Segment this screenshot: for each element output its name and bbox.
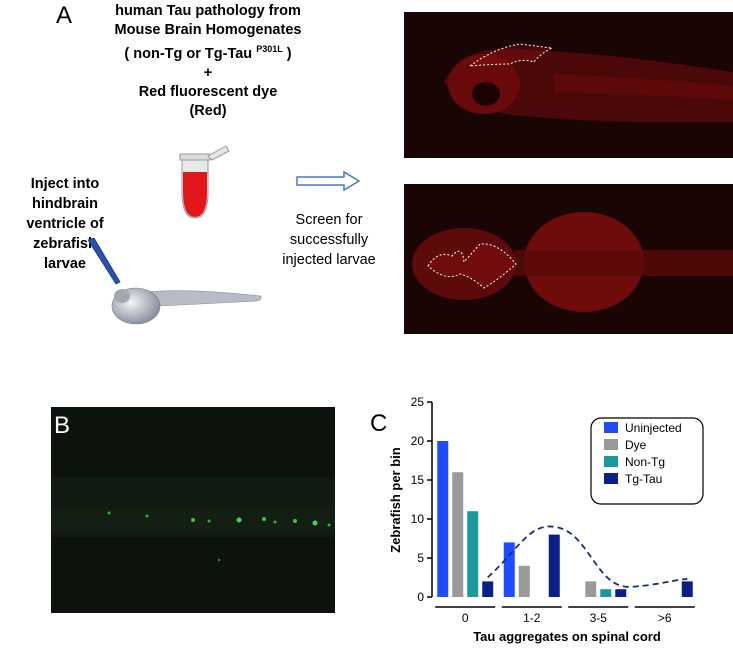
bar-tg-tau bbox=[681, 581, 693, 597]
screen-line: successfully bbox=[289, 232, 369, 248]
bar-tg-tau bbox=[548, 534, 560, 597]
title-line: (Red) bbox=[189, 102, 227, 119]
title-line: Red fluorescent dye bbox=[138, 83, 278, 100]
zebrafish-larva-image bbox=[111, 287, 262, 325]
x-tick-label: >6 bbox=[658, 611, 672, 625]
y-tick-label: 20 bbox=[411, 434, 425, 448]
bar-non-tg bbox=[600, 589, 612, 597]
y-tick-label: 15 bbox=[411, 473, 425, 487]
y-tick-label: 5 bbox=[417, 551, 424, 565]
y-tick-label: 25 bbox=[411, 395, 425, 409]
chart-axes: 0 5 10 15 20 25 0 1-2 3-5 >6 bbox=[411, 395, 695, 625]
trend-line bbox=[487, 525, 688, 588]
legend-box bbox=[590, 417, 704, 505]
legend-swatch bbox=[604, 422, 618, 433]
panel-a-label: A bbox=[56, 2, 73, 29]
title-line: human Tau pathology from bbox=[115, 3, 301, 19]
tube-icon bbox=[179, 145, 230, 219]
inject-line: Inject into hindbrain bbox=[30, 176, 100, 212]
mutation-superscript: P301L bbox=[256, 44, 283, 54]
fluorescent-larva-lateral-image bbox=[404, 12, 733, 158]
legend-label: Uninjected bbox=[625, 421, 682, 435]
inject-instructions: Inject into hindbrain ventricle of zebra… bbox=[0, 174, 130, 274]
arrow-right-icon bbox=[296, 170, 361, 192]
bar-dye bbox=[585, 581, 597, 597]
legend-label: Tg-Tau bbox=[625, 472, 662, 486]
panel-b-label: B bbox=[54, 412, 71, 439]
y-tick-label: 0 bbox=[417, 590, 424, 604]
legend-swatch bbox=[604, 473, 618, 484]
inject-line: larvae bbox=[44, 256, 86, 272]
panel-c-label: C bbox=[370, 410, 388, 437]
legend-swatch bbox=[604, 456, 618, 467]
injection-needle-icon bbox=[87, 238, 121, 285]
panel-a-title: human Tau pathology from Mouse Brain Hom… bbox=[88, 2, 328, 121]
screen-line: Screen for bbox=[295, 212, 363, 228]
bar-tg-tau bbox=[615, 589, 627, 597]
title-text: ( non-Tg or Tg-Tau bbox=[124, 45, 257, 62]
legend-label: Dye bbox=[625, 438, 647, 452]
y-tick-label: 10 bbox=[411, 512, 425, 526]
bar-dye bbox=[518, 565, 530, 597]
title-line: + bbox=[203, 64, 213, 81]
y-axis-label: Zebrafish per bin bbox=[388, 447, 403, 553]
x-tick-label: 3-5 bbox=[590, 611, 608, 625]
title-line: Mouse Brain Homogenates bbox=[114, 22, 302, 38]
x-tick-label: 0 bbox=[462, 611, 469, 625]
x-tick-label: 1-2 bbox=[523, 611, 541, 625]
screen-line: injected larvae bbox=[282, 252, 376, 268]
x-axis-label: Tau aggregates on spinal cord bbox=[473, 629, 661, 644]
bar-uninjected bbox=[503, 542, 515, 597]
inject-line: ventricle of zebrafish bbox=[26, 216, 104, 252]
spinal-cord-aggregates-image bbox=[51, 407, 335, 613]
bar-tg-tau bbox=[482, 581, 494, 597]
bar-uninjected bbox=[437, 441, 449, 597]
bar-non-tg bbox=[467, 511, 479, 597]
chart-legend: Uninjected Dye Non-Tg Tg-Tau bbox=[590, 417, 704, 505]
fluorescent-larva-dorsal-image bbox=[404, 184, 733, 334]
bar-dye bbox=[452, 472, 464, 597]
legend-label: Non-Tg bbox=[625, 455, 665, 469]
title-text: ) bbox=[282, 45, 292, 62]
chart-bars bbox=[437, 441, 693, 597]
title-line: ( non-Tg or Tg-Tau P301L ) bbox=[88, 40, 328, 64]
screen-instructions: Screen for successfully injected larvae bbox=[264, 210, 394, 270]
tau-aggregates-bar-chart: 0 5 10 15 20 25 0 1-2 3-5 >6 Uninjected Dye Non-Tg T… bbox=[388, 395, 704, 644]
legend-swatch bbox=[604, 439, 618, 450]
